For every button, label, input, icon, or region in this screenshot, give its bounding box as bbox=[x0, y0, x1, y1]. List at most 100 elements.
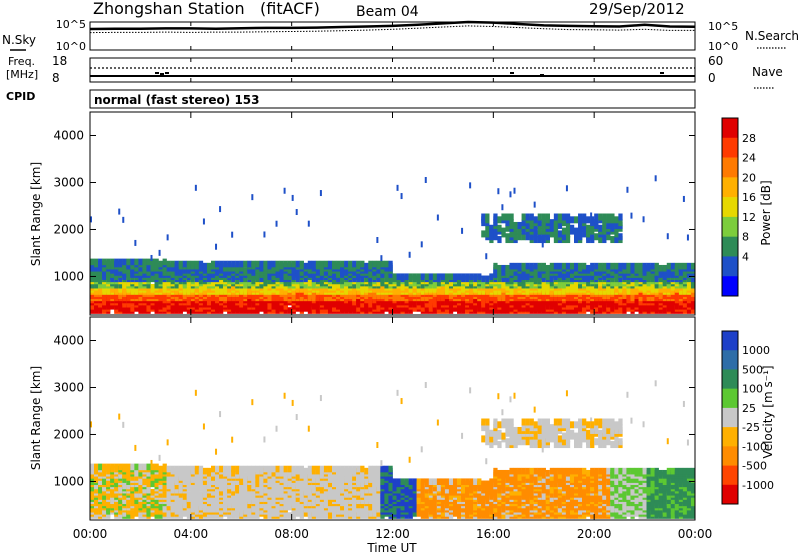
power-cell bbox=[521, 271, 526, 278]
power-cell bbox=[602, 288, 607, 295]
power-cell bbox=[332, 273, 337, 281]
y-tick-label: 2000 bbox=[53, 222, 84, 236]
power-cell bbox=[247, 260, 252, 268]
power-cell bbox=[533, 269, 538, 276]
velocity-cell bbox=[235, 465, 240, 473]
power-cell bbox=[90, 216, 92, 223]
power-cell bbox=[509, 191, 512, 198]
power-cell bbox=[368, 260, 373, 268]
power-cell bbox=[263, 231, 266, 238]
velocity-cell bbox=[106, 505, 111, 513]
velocity-cell bbox=[360, 505, 365, 513]
velocity-cell bbox=[356, 465, 361, 473]
power-cell bbox=[602, 262, 607, 270]
power-cell bbox=[392, 300, 397, 308]
velocity-cell bbox=[307, 484, 313, 492]
power-cell bbox=[533, 236, 538, 244]
power-cell bbox=[327, 269, 333, 276]
power-cell bbox=[110, 292, 115, 300]
power-cell bbox=[384, 260, 389, 268]
power-cell bbox=[626, 186, 629, 193]
velocity-cell bbox=[219, 482, 224, 490]
power-cell bbox=[400, 281, 405, 289]
velocity-cell bbox=[243, 493, 248, 500]
power-cell bbox=[602, 213, 607, 221]
power-cell bbox=[565, 303, 571, 310]
velocity-cell bbox=[118, 486, 123, 494]
colorbar-swatch bbox=[722, 197, 738, 218]
power-cell bbox=[658, 290, 663, 297]
power-cell bbox=[448, 298, 454, 306]
power-cell bbox=[267, 303, 272, 310]
power-cell bbox=[686, 234, 689, 241]
power-cell bbox=[557, 230, 563, 238]
power-cell bbox=[432, 279, 438, 287]
power-cell bbox=[448, 307, 454, 314]
power-cell bbox=[473, 273, 478, 281]
power-cell bbox=[231, 231, 234, 238]
power-cell bbox=[194, 260, 200, 268]
power-cell bbox=[138, 258, 143, 266]
y-tick-label: 4000 bbox=[53, 128, 84, 142]
velocity-cell bbox=[299, 465, 304, 473]
power-cell bbox=[94, 307, 99, 314]
power-cell bbox=[690, 294, 696, 302]
power-cell bbox=[348, 260, 353, 268]
power-cell bbox=[231, 283, 236, 291]
power-cell bbox=[376, 237, 379, 244]
power-cell bbox=[574, 216, 579, 224]
velocity-cell bbox=[376, 476, 381, 483]
velocity-cell bbox=[90, 421, 92, 428]
power-cell bbox=[368, 279, 373, 287]
velocity-cell bbox=[400, 398, 403, 405]
power-cell bbox=[174, 260, 179, 268]
power-cell bbox=[509, 288, 514, 295]
velocity-cell bbox=[98, 463, 103, 471]
power-cell bbox=[477, 273, 482, 281]
power-cell bbox=[517, 221, 522, 229]
power-cell bbox=[634, 262, 639, 270]
power-cell bbox=[332, 305, 337, 312]
power-cell bbox=[106, 286, 111, 293]
power-cell bbox=[255, 279, 260, 287]
power-cell bbox=[110, 271, 115, 278]
power-cell bbox=[114, 258, 119, 266]
velocity-cell bbox=[150, 459, 153, 466]
velocity-cell bbox=[376, 442, 379, 449]
velocity-cell bbox=[327, 474, 333, 481]
power-cell bbox=[461, 227, 464, 234]
power-cell bbox=[646, 303, 651, 310]
velocity-cell bbox=[267, 508, 272, 515]
power-cell bbox=[682, 195, 685, 202]
power-cell bbox=[178, 275, 183, 283]
power-cell bbox=[102, 292, 107, 300]
power-cell bbox=[630, 212, 633, 219]
velocity-cell bbox=[287, 512, 292, 519]
power-cell bbox=[138, 264, 143, 272]
velocity-cell bbox=[150, 463, 155, 471]
power-cell bbox=[255, 271, 260, 278]
velocity-cell bbox=[368, 501, 373, 509]
power-cell bbox=[356, 296, 361, 304]
power-cell bbox=[303, 305, 308, 312]
velocity-cell bbox=[295, 414, 298, 421]
power-cell bbox=[219, 206, 222, 213]
velocity-cell bbox=[94, 463, 99, 471]
freq-tick-top: 18 bbox=[52, 54, 67, 68]
power-cell bbox=[610, 294, 615, 302]
velocity-cell bbox=[138, 499, 143, 507]
power-heatmap bbox=[90, 175, 696, 314]
power-cell bbox=[537, 219, 542, 227]
power-cell bbox=[533, 262, 538, 270]
velocity-cell bbox=[336, 486, 341, 494]
power-cell bbox=[569, 267, 575, 274]
power-cell bbox=[614, 286, 619, 293]
velocity-cell bbox=[279, 465, 284, 473]
power-cell bbox=[509, 219, 514, 227]
power-cell bbox=[505, 264, 510, 272]
velocity-cell bbox=[364, 467, 369, 475]
velocity-cell bbox=[327, 512, 333, 519]
velocity-cell bbox=[356, 493, 361, 500]
power-cell bbox=[682, 307, 688, 314]
